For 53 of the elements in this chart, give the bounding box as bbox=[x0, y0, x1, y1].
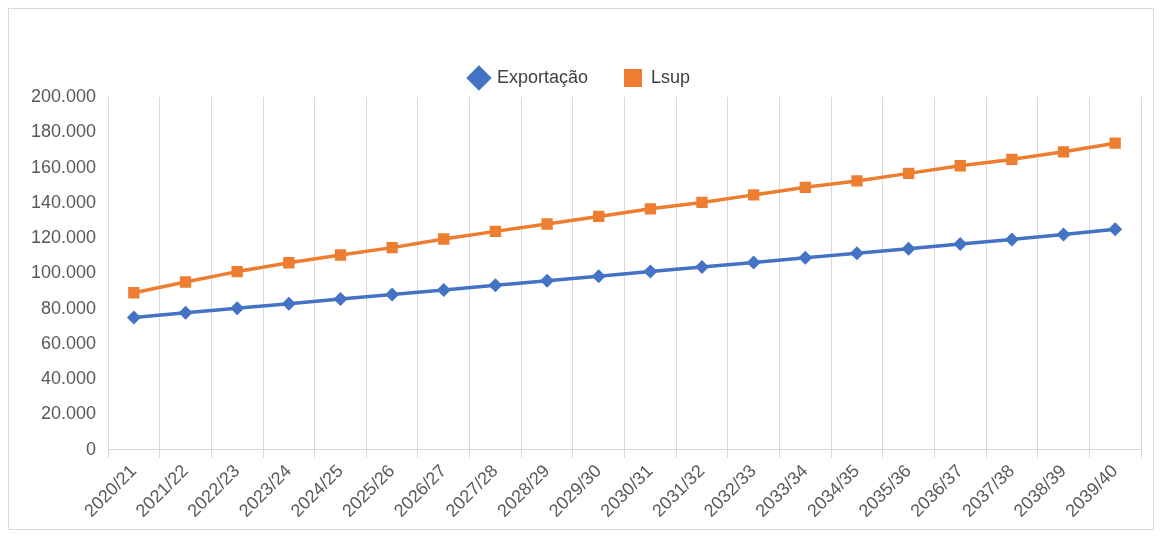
point bbox=[643, 264, 658, 279]
y-tick-label: 160.000 bbox=[30, 156, 97, 177]
y-tick-label: 60.000 bbox=[41, 332, 97, 353]
point bbox=[593, 210, 605, 223]
point bbox=[438, 233, 450, 245]
point bbox=[1004, 232, 1019, 247]
point bbox=[540, 273, 555, 288]
point bbox=[230, 301, 245, 316]
point bbox=[954, 160, 966, 172]
y-tick-label: 180.000 bbox=[30, 121, 97, 142]
point bbox=[798, 250, 813, 265]
point bbox=[489, 225, 502, 238]
point bbox=[541, 218, 553, 230]
point bbox=[902, 167, 915, 180]
y-tick-label: 40.000 bbox=[41, 368, 97, 389]
point bbox=[126, 310, 141, 325]
point bbox=[1057, 146, 1070, 158]
y-tick-label: 20.000 bbox=[41, 403, 97, 424]
point bbox=[644, 203, 657, 215]
point bbox=[695, 260, 709, 275]
point bbox=[696, 196, 708, 209]
point bbox=[747, 189, 760, 201]
point bbox=[488, 278, 503, 293]
point bbox=[799, 181, 811, 193]
point bbox=[283, 257, 295, 269]
point bbox=[436, 282, 451, 297]
point bbox=[591, 269, 606, 284]
point bbox=[385, 287, 400, 302]
point bbox=[333, 292, 348, 307]
y-tick-label: 100.000 bbox=[30, 262, 97, 283]
legend-label: Exportação bbox=[496, 66, 589, 87]
y-tick-label: 120.000 bbox=[30, 227, 97, 248]
point bbox=[1108, 222, 1123, 237]
point bbox=[953, 237, 968, 252]
point bbox=[128, 287, 140, 299]
point bbox=[1056, 227, 1071, 242]
y-tick-label: 0 bbox=[86, 438, 97, 459]
point bbox=[178, 305, 193, 320]
point bbox=[746, 255, 761, 270]
point bbox=[231, 265, 243, 278]
legend-label: Lsup bbox=[651, 66, 691, 87]
point bbox=[386, 241, 398, 254]
point bbox=[179, 276, 192, 288]
y-tick-label: 140.000 bbox=[30, 191, 97, 212]
point bbox=[901, 241, 916, 256]
point bbox=[281, 296, 296, 311]
point bbox=[1109, 137, 1121, 149]
y-tick-label: 80.000 bbox=[41, 297, 97, 318]
y-tick-label: 200.000 bbox=[30, 85, 97, 106]
point bbox=[851, 175, 863, 187]
point bbox=[849, 246, 864, 261]
point bbox=[334, 249, 347, 261]
point bbox=[1006, 153, 1018, 166]
